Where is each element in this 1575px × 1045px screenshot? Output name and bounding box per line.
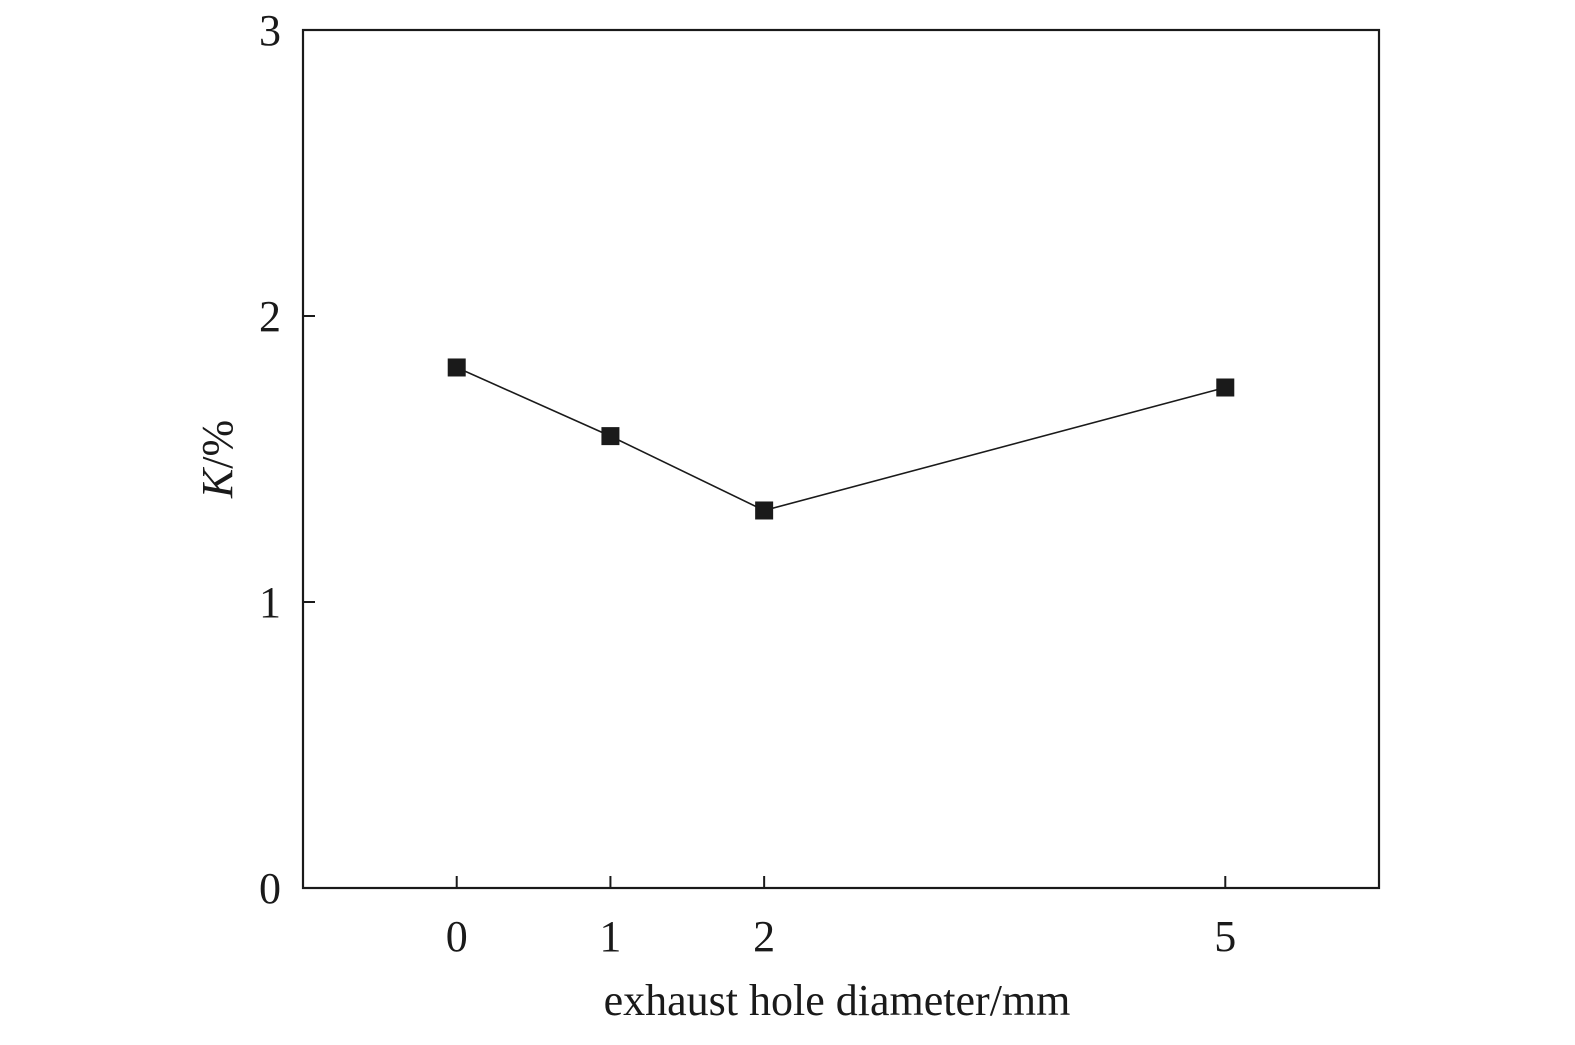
x-tick-label: 1 bbox=[599, 912, 621, 961]
data-point-marker bbox=[1216, 378, 1235, 397]
y-tick-label: 1 bbox=[259, 578, 281, 627]
y-axis-title-unit: /% bbox=[193, 420, 242, 469]
x-axis-title: exhaust hole diameter/mm bbox=[604, 976, 1071, 1025]
data-point-marker bbox=[755, 501, 774, 520]
x-tick-label: 2 bbox=[753, 912, 775, 961]
y-axis-title-symbol: K bbox=[193, 466, 242, 499]
y-tick-label: 2 bbox=[259, 292, 281, 341]
y-axis-title: K/% bbox=[193, 420, 242, 499]
x-tick-label: 5 bbox=[1214, 912, 1236, 961]
series-line bbox=[456, 366, 1226, 512]
plot-frame bbox=[301, 28, 1381, 890]
y-tick-label: 3 bbox=[259, 6, 281, 55]
data-point-marker bbox=[601, 427, 620, 446]
y-tick-label: 0 bbox=[259, 864, 281, 913]
data-point-marker bbox=[447, 358, 466, 377]
x-tick-label: 0 bbox=[446, 912, 468, 961]
